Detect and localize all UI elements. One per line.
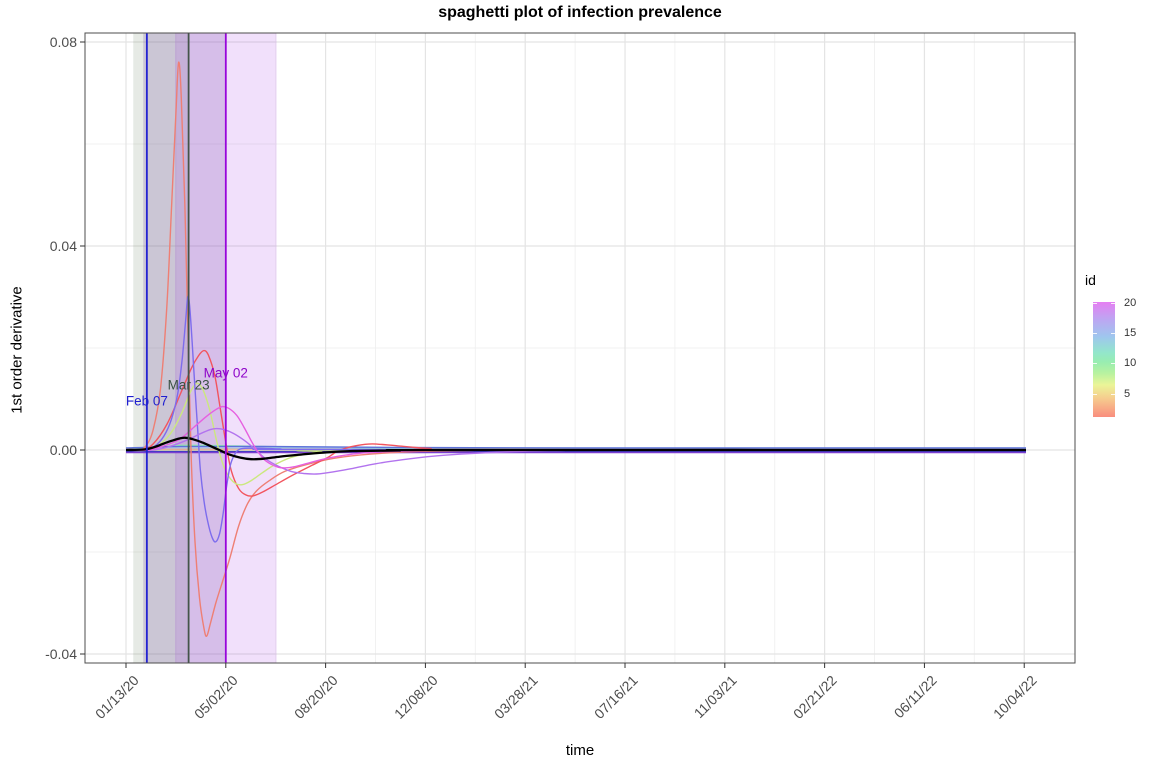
legend-title: id — [1085, 272, 1096, 288]
series-mean-line — [125, 436, 1027, 461]
vline-date-label: May 02 — [203, 365, 248, 381]
vline-date-label: Mar 23 — [167, 377, 210, 393]
legend-colorbar-tick — [1111, 393, 1115, 395]
interval-band-1 — [133, 33, 188, 663]
interval-band-2 — [143, 33, 226, 663]
legend-colorbar-tick — [1093, 393, 1097, 395]
series-id-4-red — [125, 349, 1027, 497]
y-tick-label: 0.08 — [49, 34, 77, 50]
legend-colorbar-tick — [1111, 333, 1115, 335]
legend-tick-label: 15 — [1124, 327, 1137, 340]
legend-colorbar-tick — [1093, 303, 1097, 305]
chart-title: spaghetti plot of infection prevalence — [438, 4, 722, 21]
series-id-1-salmon — [125, 61, 1027, 637]
legend-colorbar — [1093, 302, 1115, 417]
legend-colorbar-tick — [1093, 333, 1097, 335]
series-id-17-bluepurple — [125, 295, 1027, 543]
panel-border — [84, 32, 1076, 664]
legend-tick-label: 20 — [1124, 297, 1137, 310]
legend-tick-label: 10 — [1124, 357, 1137, 370]
series-layer — [125, 61, 1027, 637]
legend-colorbar-tick — [1111, 303, 1115, 305]
y-tick-label: 0.00 — [49, 442, 77, 458]
legend-tick-label: 5 — [1124, 387, 1131, 400]
legend-colorbar-tick — [1093, 363, 1097, 365]
series-id-18-violet — [125, 427, 1027, 475]
x-axis-title: time — [565, 742, 595, 759]
y-tick-label: -0.04 — [45, 646, 77, 662]
legend-colorbar-tick — [1111, 363, 1115, 365]
y-tick-label: 0.04 — [49, 238, 77, 254]
vline-date-label: Feb 07 — [125, 393, 168, 409]
